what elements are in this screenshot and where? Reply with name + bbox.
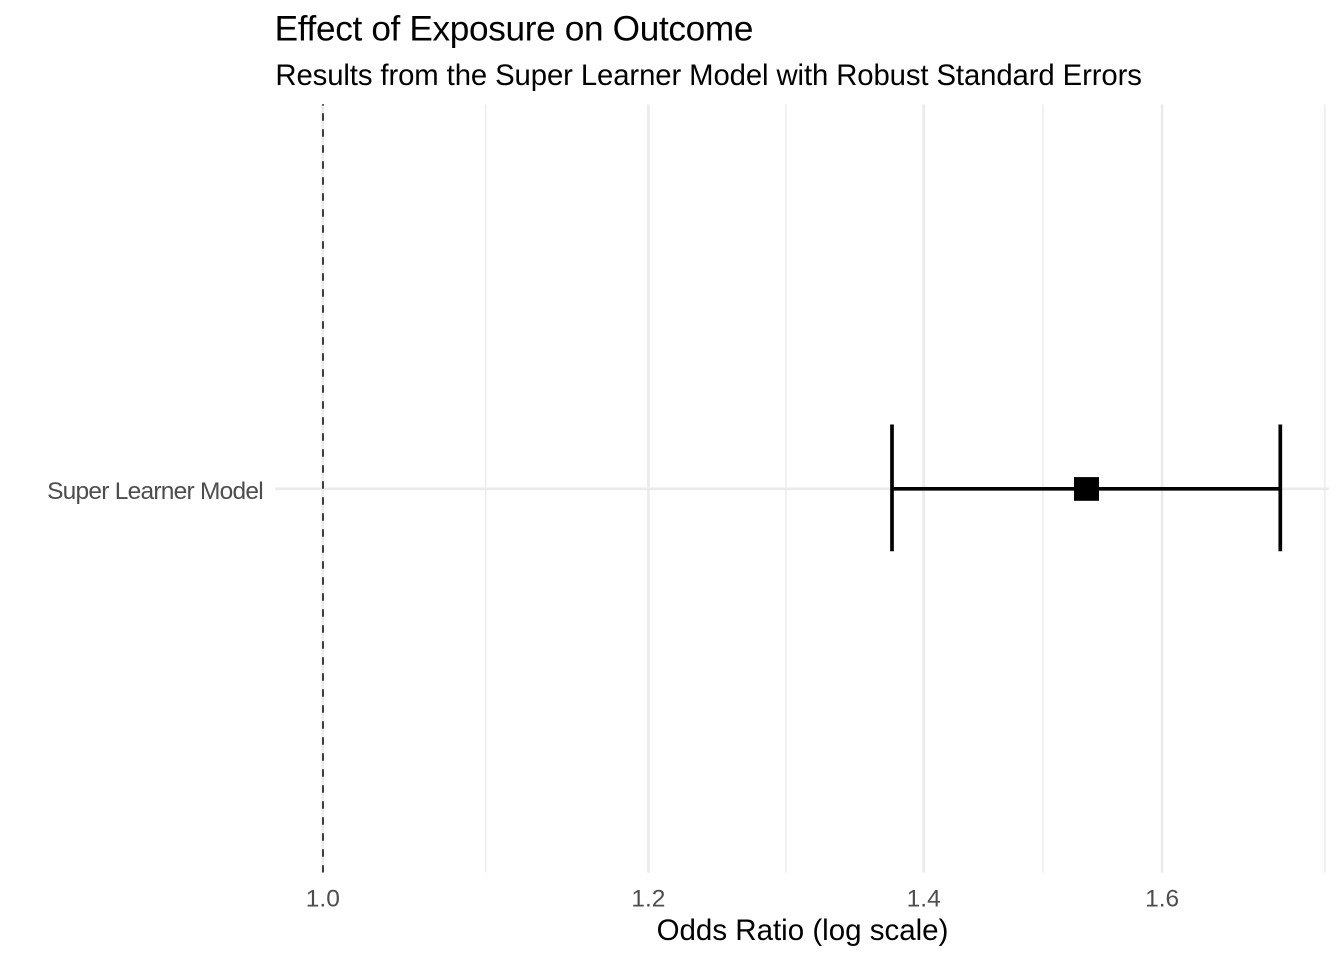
svg-text:Super Learner Model: Super Learner Model: [47, 478, 263, 505]
svg-text:Effect of Exposure on Outcome: Effect of Exposure on Outcome: [275, 9, 753, 48]
svg-text:Results from the Super Learner: Results from the Super Learner Model wit…: [275, 59, 1141, 92]
svg-text:Odds Ratio (log scale): Odds Ratio (log scale): [657, 914, 949, 947]
svg-text:1.0: 1.0: [306, 885, 340, 912]
svg-text:1.4: 1.4: [907, 885, 941, 912]
svg-text:1.2: 1.2: [631, 885, 665, 912]
svg-text:1.6: 1.6: [1145, 885, 1179, 912]
